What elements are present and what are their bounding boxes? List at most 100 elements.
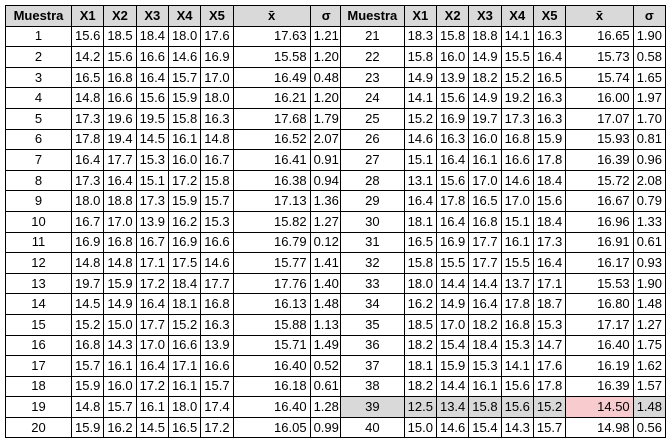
x3-cell: 17.7 <box>468 252 502 274</box>
table-row: 17 15.7 16.1 16.4 17.1 16.6 16.40 0.52 <box>5 355 343 377</box>
x3-cell: 19.7 <box>468 107 502 130</box>
x1-cell: 17.8 <box>70 128 105 151</box>
sigma-cell: 1.41 <box>309 252 343 274</box>
x5-cell: 15.7 <box>532 416 567 439</box>
mean-cell: 16.17 <box>565 252 634 274</box>
table-row: 27 15.1 16.4 16.1 16.6 17.8 16.39 0.96 <box>340 149 666 171</box>
sample-number-cell: 3 <box>5 66 72 89</box>
col-header-x2: X2 <box>103 5 137 27</box>
x2-cell: 16.6 <box>103 87 137 109</box>
x5-cell: 15.7 <box>200 375 234 398</box>
sample-number-cell: 1 <box>5 25 72 48</box>
x3-cell: 16.1 <box>135 396 169 418</box>
x1-cell: 15.8 <box>403 252 437 274</box>
x5-cell: 15.3 <box>200 210 234 233</box>
x2-cell: 17.8 <box>435 190 470 212</box>
table-row: 1 15.6 18.5 18.4 18.0 17.6 17.63 1.21 <box>5 25 343 48</box>
sigma-cell: 1.48 <box>632 293 666 315</box>
x3-cell: 17.7 <box>468 231 502 254</box>
table-row: 11 16.9 16.8 16.7 16.9 16.6 16.79 0.12 <box>5 231 343 254</box>
table-row: 4 14.8 16.6 15.6 15.9 18.0 16.21 1.20 <box>5 87 343 109</box>
x4-cell: 18.0 <box>167 25 202 48</box>
sigma-cell: 0.91 <box>309 149 343 171</box>
sigma-cell: 0.93 <box>632 252 666 274</box>
sample-number-cell: 21 <box>340 25 405 48</box>
x5-cell: 16.5 <box>532 66 567 89</box>
table-row: 38 18.2 14.4 16.1 15.6 17.8 16.39 1.57 <box>340 375 666 398</box>
x1-cell: 15.0 <box>403 416 437 439</box>
mean-cell: 17.07 <box>565 107 634 130</box>
mean-cell: 15.74 <box>565 66 634 89</box>
mean-cell: 17.63 <box>232 25 311 48</box>
x1-cell: 18.1 <box>403 210 437 233</box>
sample-number-cell: 8 <box>5 169 72 192</box>
sample-number-cell: 22 <box>340 46 405 68</box>
x3-cell: 18.2 <box>468 313 502 336</box>
table-row: 7 16.4 17.7 15.3 16.0 16.7 16.41 0.91 <box>5 149 343 171</box>
x3-cell: 16.4 <box>135 293 169 315</box>
mean-cell: 17.76 <box>232 272 311 295</box>
x4-cell: 15.3 <box>500 334 534 357</box>
x1-cell: 14.8 <box>70 87 105 109</box>
table-row: 21 18.3 15.8 18.8 14.1 16.3 16.65 1.90 <box>340 25 666 48</box>
x3-cell: 14.9 <box>468 87 502 109</box>
mean-cell: 16.05 <box>232 416 311 439</box>
x3-cell: 16.7 <box>135 231 169 254</box>
x4-cell: 15.6 <box>500 396 534 418</box>
sigma-cell: 1.90 <box>632 272 666 295</box>
x1-cell: 18.0 <box>403 272 437 295</box>
x2-cell: 15.8 <box>435 25 470 48</box>
x2-cell: 13.9 <box>435 66 470 89</box>
x4-cell: 15.1 <box>500 210 534 233</box>
x4-cell: 19.2 <box>500 87 534 109</box>
samples-table-21-40: Muestra X1 X2 X3 X4 X5 x̄ σ 21 18.3 15.8 18… <box>340 5 666 439</box>
x2-cell: 19.4 <box>103 128 137 151</box>
sigma-cell: 1.48 <box>632 396 666 418</box>
x2-cell: 19.6 <box>103 107 137 130</box>
sample-number-cell: 15 <box>5 313 72 336</box>
table-row: 8 17.3 16.4 15.1 17.2 15.8 16.38 0.94 <box>5 169 343 192</box>
x5-cell: 17.4 <box>200 396 234 418</box>
x2-cell: 16.3 <box>435 128 470 151</box>
sample-number-cell: 26 <box>340 128 405 151</box>
x3-cell: 17.1 <box>135 252 169 274</box>
mean-cell: 16.21 <box>232 87 311 109</box>
x3-cell: 14.5 <box>135 416 169 439</box>
x5-cell: 16.4 <box>532 252 567 274</box>
table-row: 35 18.5 17.0 18.2 16.8 15.3 17.17 1.27 <box>340 313 666 336</box>
x5-cell: 14.8 <box>200 128 234 151</box>
table-row: 31 16.5 16.9 17.7 16.1 17.3 16.91 0.61 <box>340 231 666 254</box>
sample-number-cell: 32 <box>340 252 405 274</box>
col-header-sigma: σ <box>632 5 666 27</box>
x2-cell: 16.0 <box>103 375 137 398</box>
x3-cell: 18.4 <box>468 334 502 357</box>
sigma-cell: 1.70 <box>632 107 666 130</box>
x5-cell: 17.6 <box>200 25 234 48</box>
sigma-cell: 0.61 <box>309 375 343 398</box>
x4-cell: 16.6 <box>167 334 202 357</box>
sample-number-cell: 23 <box>340 66 405 89</box>
x1-cell: 15.8 <box>403 46 437 68</box>
mean-cell: 16.41 <box>232 149 311 171</box>
x1-cell: 14.6 <box>403 128 437 151</box>
x5-cell: 17.6 <box>532 355 567 377</box>
table-row: 37 18.1 15.9 15.3 14.1 17.6 16.19 1.62 <box>340 355 666 377</box>
x4-cell: 15.7 <box>167 66 202 89</box>
x5-cell: 18.4 <box>532 169 567 192</box>
x4-cell: 17.5 <box>167 252 202 274</box>
x4-cell: 16.5 <box>167 416 202 439</box>
sigma-cell: 0.52 <box>309 355 343 377</box>
table-row: 9 18.0 18.8 17.3 15.9 15.7 17.13 1.36 <box>5 190 343 212</box>
col-header-mean: x̄ <box>565 5 634 27</box>
x1-cell: 14.2 <box>70 46 105 68</box>
x1-cell: 15.2 <box>403 107 437 130</box>
x4-cell: 18.4 <box>167 272 202 295</box>
sample-number-cell: 34 <box>340 293 405 315</box>
x4-cell: 17.1 <box>167 355 202 377</box>
table-row: 2 14.2 15.6 16.6 14.6 16.9 15.58 1.20 <box>5 46 343 68</box>
x3-cell: 18.2 <box>468 66 502 89</box>
sigma-cell: 1.48 <box>309 293 343 315</box>
x3-cell: 17.3 <box>135 190 169 212</box>
table-row: 5 17.3 19.6 19.5 15.8 16.3 17.68 1.79 <box>5 107 343 130</box>
x3-cell: 15.1 <box>135 169 169 192</box>
